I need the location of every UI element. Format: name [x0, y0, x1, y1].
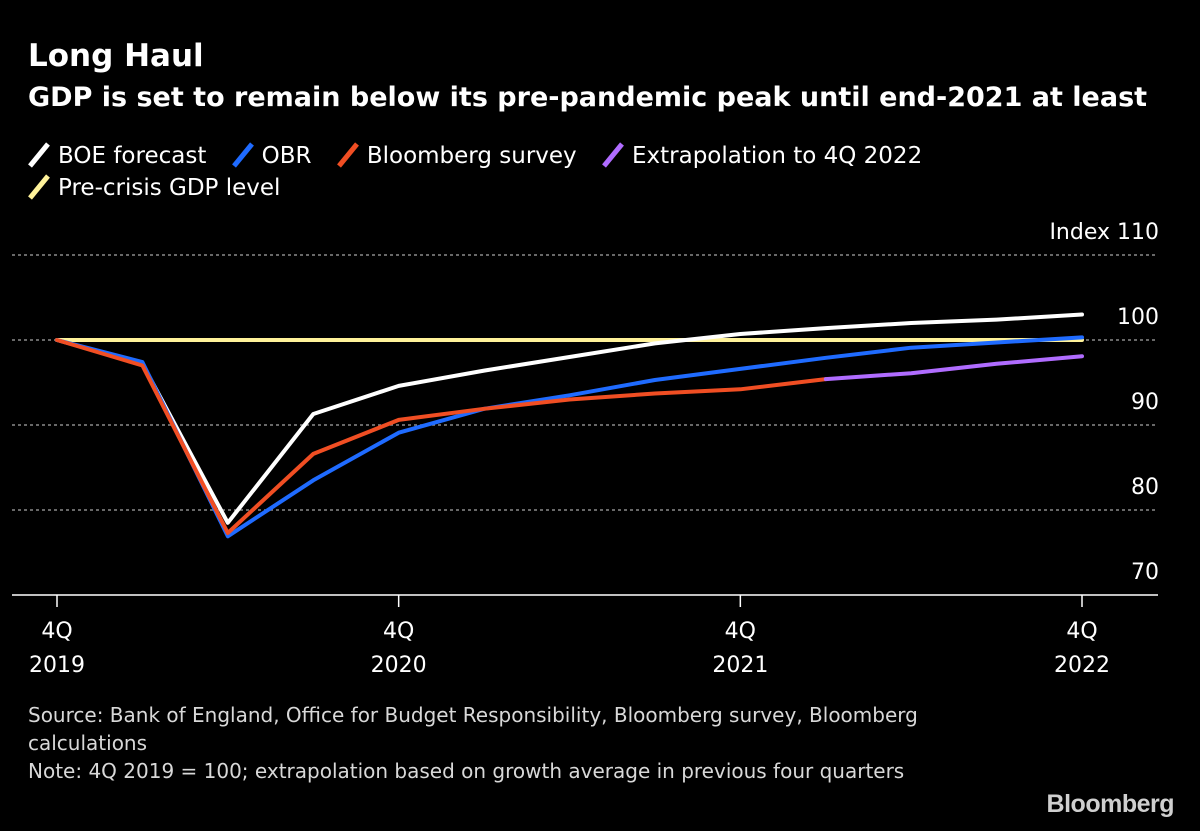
legend-item-boe: BOE forecast	[28, 140, 206, 172]
source-note: Source: Bank of England, Office for Budg…	[28, 703, 918, 755]
footnote: Note: 4Q 2019 = 100; extrapolation based…	[28, 759, 905, 783]
legend-item-extrapolation: Extrapolation to 4Q 2022	[602, 140, 922, 172]
chart-subtitle: GDP is set to remain below its pre-pande…	[28, 82, 1148, 113]
legend-swatch-pre-crisis	[28, 174, 50, 200]
x-tick-label: 2019	[29, 653, 85, 678]
y-tick-label: 100	[1117, 305, 1159, 330]
legend-label-extrapolation: Extrapolation to 4Q 2022	[631, 143, 923, 169]
legend-swatch-obr	[231, 142, 254, 168]
gridlines	[12, 254, 1158, 511]
legend-swatch-extrapolation	[602, 142, 624, 168]
x-axis: 4Q 2019 4Q 2020 4Q 2021 4Q 2022	[12, 594, 1158, 678]
x-tick-label: 2020	[371, 653, 427, 678]
y-tick-label: 80	[1131, 475, 1159, 500]
x-tick-label: 4Q	[41, 619, 72, 644]
legend-label-obr: OBR	[261, 143, 312, 169]
series-line-obr	[55, 335, 1084, 539]
y-axis: 70 80 90 100 Index 110	[1049, 220, 1159, 585]
x-tick-label: 4Q	[383, 619, 414, 644]
series-line-extrapolation-to-4q-2022	[823, 354, 1084, 382]
y-tick-label: Index 110	[1049, 220, 1159, 245]
y-tick-label: 90	[1131, 390, 1159, 415]
legend: BOE forecast OBR Bloomberg survey Extrap…	[28, 140, 1128, 204]
x-tick-label: 4Q	[725, 619, 756, 644]
legend-swatch-boe	[28, 142, 50, 168]
legend-swatch-bloomberg-survey	[336, 142, 359, 168]
x-tick-label: 4Q	[1066, 619, 1097, 644]
legend-label-pre-crisis: Pre-crisis GDP level	[58, 175, 281, 201]
chart-title: Long Haul	[28, 38, 204, 74]
series-lines	[55, 312, 1084, 539]
legend-item-pre-crisis: Pre-crisis GDP level	[28, 172, 1110, 204]
legend-item-obr: OBR	[231, 140, 312, 172]
bloomberg-logo: Bloomberg	[1046, 790, 1175, 818]
series-line-boe-forecast	[55, 312, 1084, 525]
y-tick-label: 70	[1131, 560, 1159, 585]
legend-label-bloomberg-survey: Bloomberg survey	[366, 143, 577, 169]
x-tick-label: 2022	[1054, 653, 1110, 678]
legend-item-bloomberg-survey: Bloomberg survey	[336, 140, 577, 172]
legend-label-boe: BOE forecast	[58, 143, 207, 169]
footer: Source: Bank of England, Office for Budg…	[28, 701, 948, 785]
x-tick-label: 2021	[712, 653, 768, 678]
series-line-bloomberg-survey	[55, 338, 828, 535]
